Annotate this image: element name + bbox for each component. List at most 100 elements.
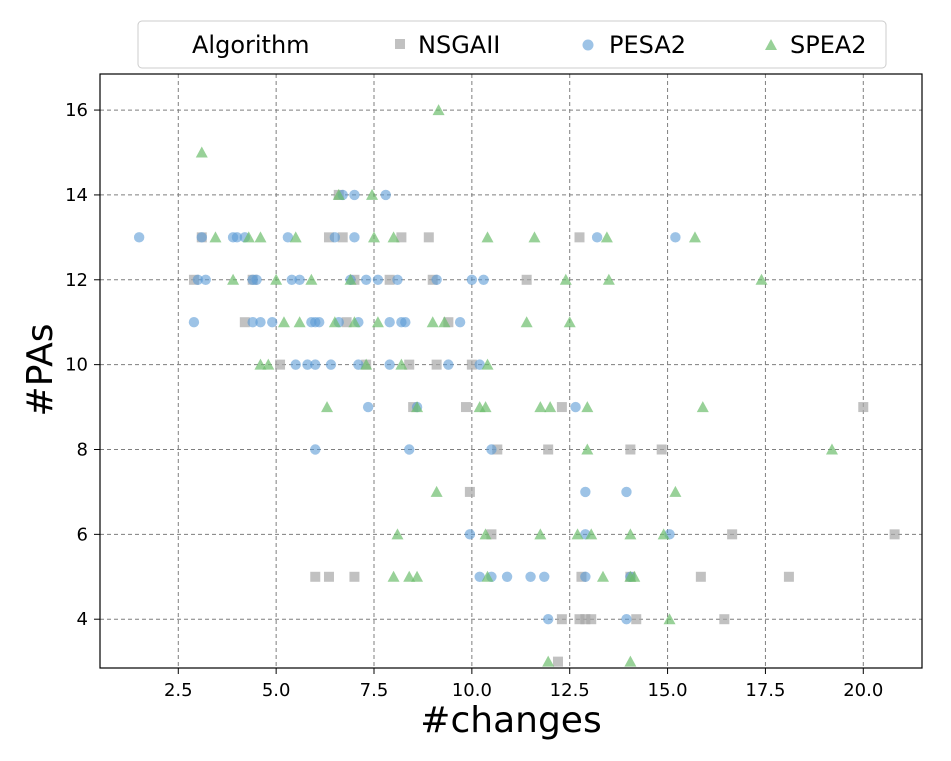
data-point-spea2 bbox=[663, 613, 676, 625]
data-point-pesa2 bbox=[464, 529, 476, 540]
data-point-spea2 bbox=[688, 231, 701, 243]
data-point-nsgaii bbox=[556, 614, 567, 625]
data-point-spea2 bbox=[371, 316, 384, 328]
data-point-spea2 bbox=[254, 358, 267, 370]
data-point-pesa2 bbox=[525, 571, 536, 582]
data-point-spea2 bbox=[387, 231, 400, 243]
y-tick-label: 6 bbox=[77, 524, 88, 545]
data-point-spea2 bbox=[596, 570, 609, 582]
data-point-spea2 bbox=[403, 570, 416, 582]
data-point-spea2 bbox=[395, 358, 408, 370]
x-tick-label: 7.5 bbox=[360, 680, 389, 701]
data-point-pesa2 bbox=[310, 444, 321, 455]
data-point-spea2 bbox=[571, 528, 584, 540]
data-point-pesa2 bbox=[621, 486, 632, 498]
data-point-spea2 bbox=[391, 528, 404, 540]
y-tick-label: 4 bbox=[77, 609, 88, 630]
data-point-spea2 bbox=[411, 570, 424, 582]
data-point-pesa2 bbox=[302, 359, 313, 370]
data-point-nsgaii bbox=[404, 359, 415, 370]
data-point-nsgaii bbox=[889, 529, 900, 540]
data-point-pesa2 bbox=[294, 274, 305, 285]
y-tick-label: 12 bbox=[65, 270, 88, 291]
data-point-spea2 bbox=[387, 570, 400, 582]
data-point-nsgaii bbox=[349, 571, 360, 582]
data-point-spea2 bbox=[328, 316, 341, 328]
data-point-pesa2 bbox=[325, 359, 337, 370]
data-point-pesa2 bbox=[362, 401, 374, 413]
data-point-pesa2 bbox=[570, 401, 581, 413]
data-point-spea2 bbox=[289, 231, 302, 243]
data-point-spea2 bbox=[534, 401, 547, 413]
data-point-spea2 bbox=[544, 401, 557, 413]
data-point-pesa2 bbox=[431, 274, 442, 285]
y-tick-label: 8 bbox=[77, 439, 88, 460]
data-point-pesa2 bbox=[542, 614, 554, 625]
data-point-spea2 bbox=[270, 273, 283, 285]
data-point-spea2 bbox=[426, 316, 439, 328]
data-point-pesa2 bbox=[478, 274, 489, 285]
data-point-spea2 bbox=[481, 570, 494, 582]
data-point-nsgaii bbox=[631, 614, 642, 625]
data-point-pesa2 bbox=[247, 317, 258, 328]
data-point-spea2 bbox=[277, 316, 290, 328]
data-point-nsgaii bbox=[275, 359, 286, 370]
data-point-spea2 bbox=[242, 231, 255, 243]
data-point-nsgaii bbox=[337, 232, 348, 243]
data-point-spea2 bbox=[254, 231, 267, 243]
data-point-nsgaii bbox=[323, 571, 334, 582]
data-point-pesa2 bbox=[267, 317, 278, 328]
data-point-pesa2 bbox=[329, 232, 341, 243]
data-point-spea2 bbox=[481, 358, 494, 370]
data-point-nsgaii bbox=[464, 486, 475, 497]
data-point-spea2 bbox=[430, 485, 443, 497]
data-point-pesa2 bbox=[454, 317, 466, 328]
x-tick-label: 5.0 bbox=[262, 680, 291, 701]
data-point-pesa2 bbox=[231, 232, 243, 243]
data-point-pesa2 bbox=[486, 444, 497, 455]
y-axis-label: #PAs bbox=[20, 324, 61, 417]
data-point-pesa2 bbox=[384, 359, 395, 370]
data-point-pesa2 bbox=[466, 274, 478, 285]
data-point-pesa2 bbox=[200, 274, 211, 285]
legend-marker-pesa2 bbox=[582, 39, 594, 51]
data-point-nsgaii bbox=[384, 274, 395, 285]
y-tick-label: 14 bbox=[65, 185, 88, 206]
data-point-pesa2 bbox=[474, 359, 485, 370]
data-point-spea2 bbox=[559, 273, 572, 285]
data-point-nsgaii bbox=[580, 614, 591, 625]
data-point-spea2 bbox=[293, 316, 306, 328]
data-point-spea2 bbox=[305, 273, 318, 285]
data-point-pesa2 bbox=[188, 317, 200, 328]
data-point-pesa2 bbox=[133, 232, 145, 243]
data-point-spea2 bbox=[600, 231, 613, 243]
data-point-pesa2 bbox=[392, 274, 403, 285]
legend-label-spea2: SPEA2 bbox=[790, 31, 867, 59]
data-point-spea2 bbox=[368, 231, 380, 243]
data-point-nsgaii bbox=[574, 232, 585, 243]
data-point-pesa2 bbox=[443, 359, 454, 370]
data-point-nsgaii bbox=[695, 571, 706, 582]
data-point-pesa2 bbox=[580, 486, 591, 498]
x-tick-label: 15.0 bbox=[648, 680, 688, 701]
data-point-spea2 bbox=[432, 104, 445, 116]
data-point-spea2 bbox=[602, 273, 615, 285]
data-point-nsgaii bbox=[239, 317, 250, 328]
data-point-nsgaii bbox=[656, 444, 667, 455]
data-point-pesa2 bbox=[290, 359, 301, 370]
data-point-pesa2 bbox=[580, 571, 591, 582]
data-point-pesa2 bbox=[360, 274, 372, 285]
data-point-spea2 bbox=[624, 528, 637, 540]
data-point-pesa2 bbox=[286, 274, 297, 285]
data-point-spea2 bbox=[332, 188, 345, 200]
y-tick-label: 10 bbox=[65, 355, 88, 376]
data-point-pesa2 bbox=[196, 232, 207, 243]
data-point-pesa2 bbox=[539, 571, 550, 582]
data-point-nsgaii bbox=[466, 359, 477, 370]
data-point-nsgaii bbox=[858, 402, 869, 413]
data-point-pesa2 bbox=[349, 232, 360, 243]
data-point-spea2 bbox=[825, 443, 838, 455]
legend-frame bbox=[137, 20, 887, 69]
x-tick-label: 20.0 bbox=[843, 680, 883, 701]
